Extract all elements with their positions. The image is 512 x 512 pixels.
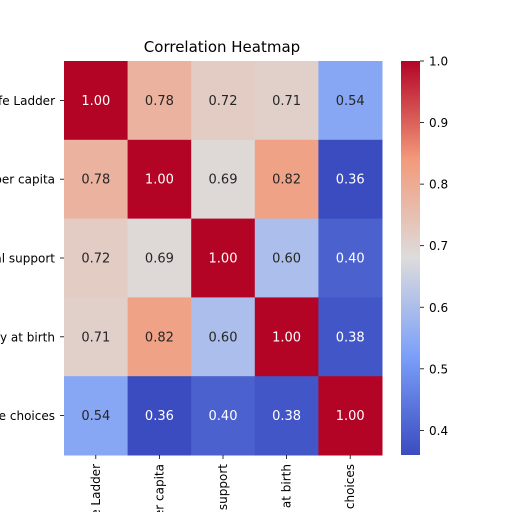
heatmap-cell [191, 376, 256, 456]
heatmap-cell [191, 61, 256, 141]
heatmap-cell [254, 218, 319, 298]
heatmap-cell [318, 297, 383, 377]
heatmap-cell [127, 139, 192, 220]
colorbar-tick-label: 0.7 [429, 239, 448, 253]
col-tick-labels: Life Ladder Log GDP per capita Social supp… [89, 455, 357, 512]
heatmap-cell [191, 297, 256, 377]
row-tick-label: Log GDP per capita [0, 173, 55, 187]
cell-value-label: 1.00 [336, 409, 365, 424]
heatmap-cell [254, 139, 319, 220]
cell-value-label: 0.40 [209, 409, 238, 424]
cell-value-label: 0.36 [336, 173, 365, 188]
heatmap-cell [64, 61, 129, 141]
cell-value-label: 0.78 [81, 173, 110, 188]
row-tick-labels: Life Ladder Log GDP per capita Social supp… [0, 94, 64, 423]
col-tick-label: Freedom to make life choices [343, 464, 357, 512]
cell-value-label: 0.72 [81, 252, 110, 267]
cell-value-label: 1.00 [145, 173, 174, 188]
cell-value-label: 0.78 [145, 94, 174, 109]
cell-value-label: 0.38 [336, 330, 365, 345]
colorbar-tick-label: 0.6 [429, 301, 448, 315]
cell-value-label: 0.36 [145, 409, 174, 424]
col-tick-label: Healthy life expectancy at birth [280, 464, 294, 512]
heatmap-cell [127, 218, 192, 298]
col-tick-label: Social support [216, 464, 230, 512]
row-tick-label: Freedom to make life choices [0, 409, 55, 423]
cell-value-label: 0.72 [209, 94, 238, 109]
heatmap-cell [127, 61, 192, 141]
colorbar-tick-label: 0.5 [429, 362, 448, 376]
colorbar: 0.4 0.5 0.6 0.7 0.8 0.9 1.0 [401, 55, 448, 455]
heatmap-cell [127, 376, 192, 456]
cell-value-label: 0.82 [145, 330, 174, 345]
heatmap-cell [318, 218, 383, 298]
heatmap-cell [64, 297, 129, 377]
heatmap-cell [254, 376, 319, 456]
heatmap-cell [191, 218, 256, 298]
cell-value-label: 0.60 [272, 252, 301, 267]
chart-title: Correlation Heatmap [144, 38, 300, 56]
col-tick-label: Life Ladder [89, 464, 103, 512]
cell-value-label: 0.69 [209, 173, 238, 188]
heatmap-cell [64, 139, 129, 220]
heatmap-cell [191, 139, 256, 220]
cell-value-label: 1.00 [209, 252, 238, 267]
heatmap-cells: 1.00 0.78 0.72 0.71 0.54 0.78 1.00 0.69 0.82 0.36… [64, 61, 383, 456]
cell-value-label: 1.00 [81, 94, 110, 109]
colorbar-tick-label: 0.9 [429, 116, 448, 130]
cell-value-label: 0.54 [81, 409, 110, 424]
row-tick-label: Healthy life expectancy at birth [0, 330, 55, 344]
cell-value-label: 0.40 [336, 252, 365, 267]
heatmap-cell [64, 218, 129, 298]
cell-value-label: 0.69 [145, 252, 174, 267]
colorbar-tick-label: 0.8 [429, 178, 448, 192]
cell-value-label: 0.82 [272, 173, 301, 188]
cell-value-label: 1.00 [272, 330, 301, 345]
colorbar-ticks: 0.4 0.5 0.6 0.7 0.8 0.9 1.0 [420, 55, 448, 438]
heatmap-cell [318, 139, 383, 220]
cell-value-label: 0.38 [272, 409, 301, 424]
heatmap-cell [254, 61, 319, 141]
heatmap-cell [318, 376, 383, 456]
heatmap-cell [254, 297, 319, 377]
heatmap-cell [127, 297, 192, 377]
row-tick-label: Life Ladder [0, 94, 55, 108]
cell-value-label: 0.54 [336, 94, 365, 109]
heatmap-cell [318, 61, 383, 141]
colorbar-tick-label: 0.4 [429, 424, 448, 438]
colorbar-tick-label: 1.0 [429, 55, 448, 69]
col-tick-label: Log GDP per capita [152, 464, 166, 512]
cell-value-label: 0.60 [209, 330, 238, 345]
colorbar-gradient [401, 61, 420, 455]
cell-value-label: 0.71 [272, 94, 301, 109]
heatmap-cell [64, 376, 129, 456]
cell-value-label: 0.71 [81, 330, 110, 345]
row-tick-label: Social support [0, 252, 55, 266]
